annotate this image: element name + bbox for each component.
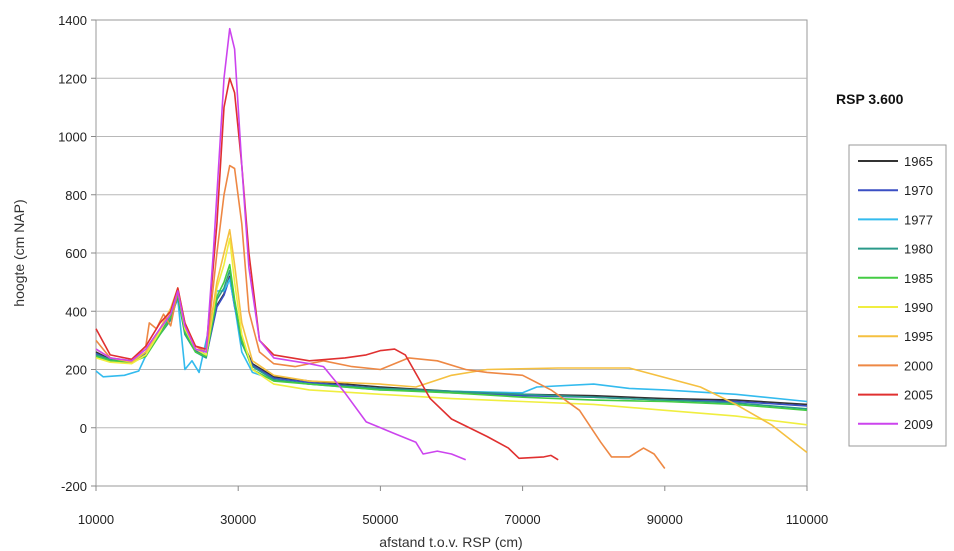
y-tick-label: -200 <box>61 479 87 494</box>
x-tick-label: 90000 <box>647 512 683 527</box>
y-tick-label: 0 <box>80 421 87 436</box>
y-axis-label: hoogte (cm NAP) <box>11 199 27 306</box>
x-tick-label: 30000 <box>220 512 256 527</box>
x-tick-label: 70000 <box>505 512 541 527</box>
x-tick-label: 10000 <box>78 512 114 527</box>
legend-label-1970: 1970 <box>904 183 933 198</box>
x-axis-ticks: 10000 30000 50000 70000 90000 110000 <box>78 486 828 527</box>
y-tick-label: 400 <box>65 304 87 319</box>
series-line-1965 <box>96 276 807 404</box>
series-line-1990 <box>96 238 807 424</box>
y-tick-label: 1400 <box>58 13 87 28</box>
series-line-1985 <box>96 265 807 411</box>
y-tick-label: 600 <box>65 246 87 261</box>
legend-label-1990: 1990 <box>904 300 933 315</box>
y-tick-label: 200 <box>65 363 87 378</box>
legend-label-2009: 2009 <box>904 417 933 432</box>
legend-label-1965: 1965 <box>904 154 933 169</box>
x-axis-label: afstand t.o.v. RSP (cm) <box>379 534 522 550</box>
legend-label-1985: 1985 <box>904 271 933 286</box>
legend-label-2005: 2005 <box>904 388 933 403</box>
x-tick-label: 50000 <box>362 512 398 527</box>
legend-label-1977: 1977 <box>904 212 933 227</box>
series-line-1980 <box>96 271 807 409</box>
y-tick-label: 1200 <box>58 71 87 86</box>
series-line-2005 <box>96 78 558 460</box>
series-line-2009 <box>96 29 466 460</box>
y-tick-label: 1000 <box>58 130 87 145</box>
series-line-1977 <box>96 279 807 401</box>
legend-label-1995: 1995 <box>904 329 933 344</box>
series-lines <box>96 29 807 469</box>
x-tick-label: 110000 <box>786 512 828 527</box>
y-tick-label: 800 <box>65 188 87 203</box>
legend-label-2000: 2000 <box>904 358 933 373</box>
legend-label-1980: 1980 <box>904 242 933 257</box>
chart-title: RSP 3.600 <box>836 91 904 107</box>
y-axis-ticks: -200 0 200 400 600 800 1000 1200 1400 <box>58 13 96 494</box>
